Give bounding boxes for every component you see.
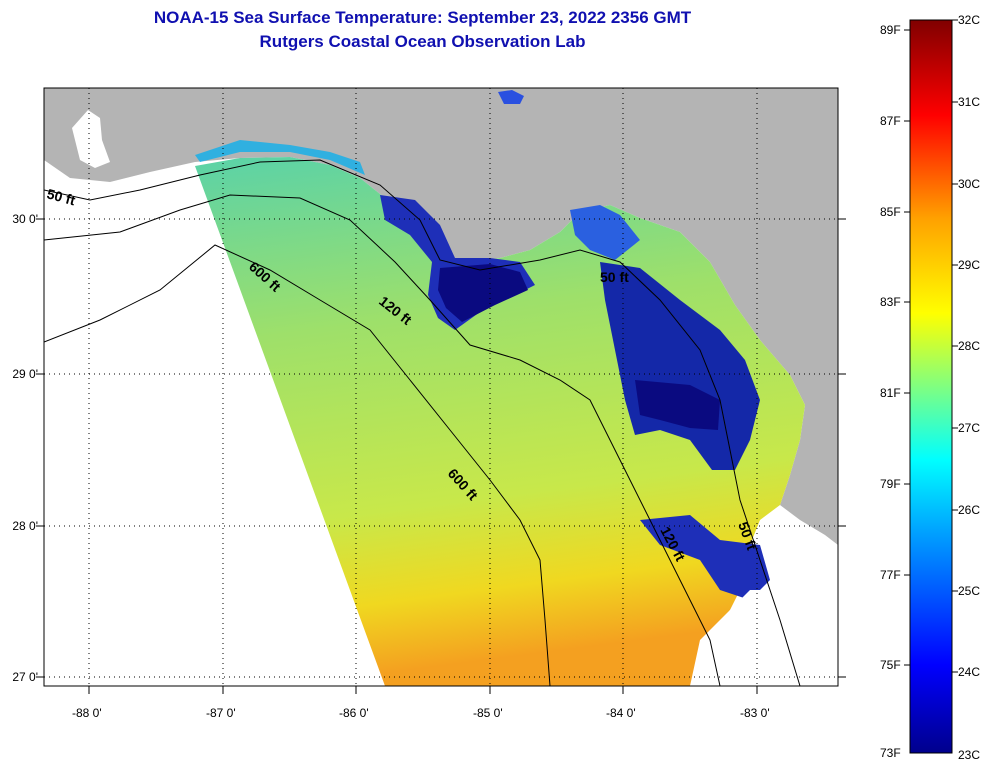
colorbar-label-c: 28C	[958, 339, 981, 353]
cold-patch-core	[438, 264, 528, 322]
cold-patch-south	[640, 515, 770, 600]
lon-label: -84 0'	[606, 706, 636, 720]
contour-50ft	[44, 159, 801, 686]
colorbar-label-c: 29C	[958, 258, 981, 272]
peninsula-land	[790, 405, 838, 520]
lon-label: -88 0'	[72, 706, 102, 720]
cold-patch-bigbend-core	[635, 380, 720, 430]
axis-ticks	[36, 218, 846, 694]
colorbar-label-c: 23C	[958, 748, 981, 762]
contour-label: 50 ft	[45, 185, 77, 208]
lat-label: 30 0'	[12, 212, 38, 226]
colorbar	[909, 19, 953, 754]
mobile-bay-water	[72, 110, 110, 168]
colorbar-ticks	[904, 19, 958, 673]
contour-label: 50 ft	[600, 269, 629, 285]
map-frame	[43, 87, 839, 687]
colorbar-label-c: 31C	[958, 95, 981, 109]
colorbar-label-c: 25C	[958, 584, 981, 598]
colorbar-label-f: 73F	[880, 746, 901, 760]
north-rim-water	[195, 140, 365, 175]
lon-label: -85 0'	[473, 706, 503, 720]
cold-patch-bigbend	[600, 262, 760, 470]
contour-120ft	[44, 194, 721, 686]
colorbar-label-c: 26C	[958, 503, 981, 517]
lon-label: -87 0'	[206, 706, 236, 720]
colorbar-label-f: 89F	[880, 23, 901, 37]
lat-label: 28 0'	[12, 519, 38, 533]
colorbar-label-f: 81F	[880, 386, 901, 400]
colorbar-label-f: 75F	[880, 658, 901, 672]
lon-label: -86 0'	[339, 706, 369, 720]
lon-label: -83 0'	[740, 706, 770, 720]
colorbar-label-c: 27C	[958, 421, 981, 435]
peninsula-no-data	[690, 545, 838, 686]
colorbar-label-f: 77F	[880, 568, 901, 582]
colorbar-label-c: 32C	[958, 13, 981, 27]
map-subtitle: Rutgers Coastal Ocean Observation Lab	[259, 32, 586, 51]
lat-label: 27 0'	[12, 670, 38, 684]
map-title: NOAA-15 Sea Surface Temperature: Septemb…	[153, 8, 692, 27]
colorbar-label-f: 83F	[880, 295, 901, 309]
lake-patch	[498, 90, 524, 104]
lat-label: 29 0'	[12, 367, 38, 381]
colorbar-label-c: 30C	[958, 177, 981, 191]
colorbar-label-f: 87F	[880, 114, 901, 128]
colorbar-label-f: 79F	[880, 477, 901, 491]
colorbar-label-c: 24C	[958, 665, 981, 679]
contour-600ft	[44, 244, 551, 686]
colorbar-label-f: 85F	[880, 205, 901, 219]
